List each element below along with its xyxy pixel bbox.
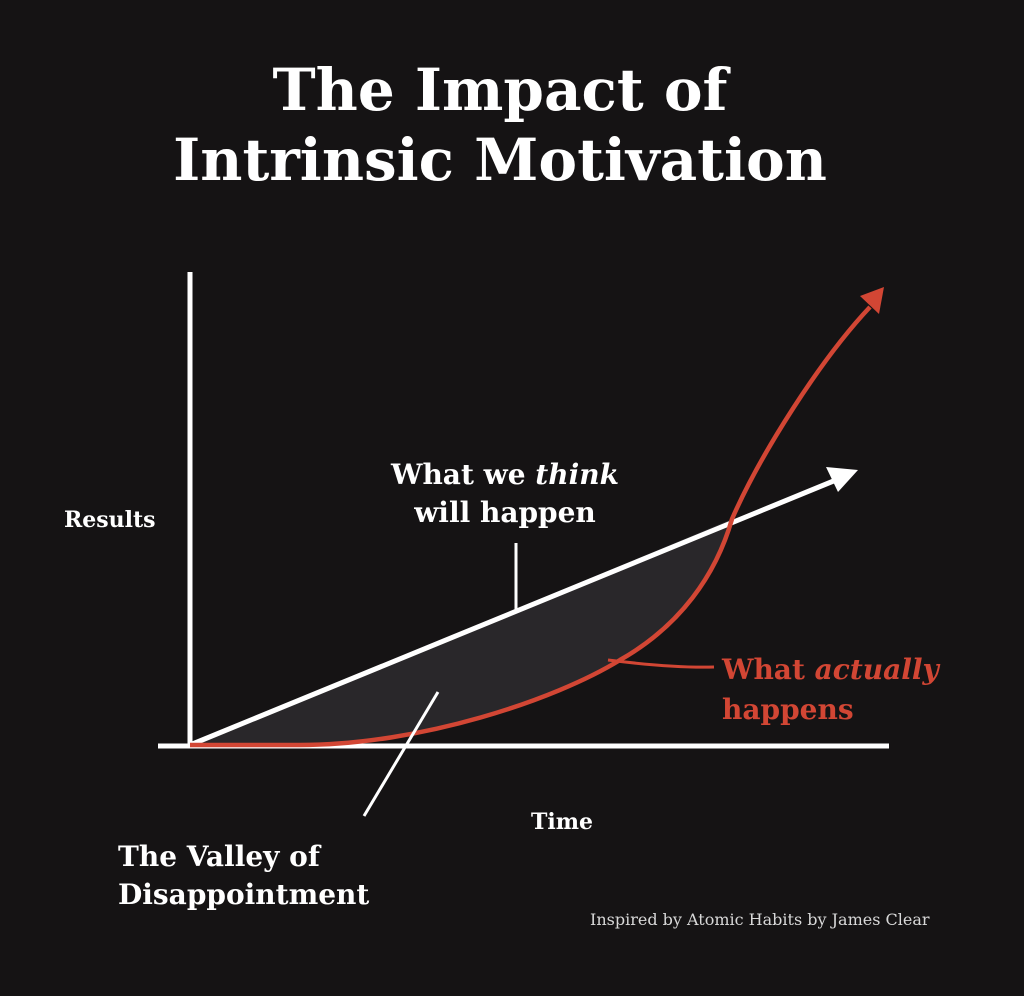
expected-label: What we think will happen (360, 456, 650, 532)
actual-label: What actually happens (722, 650, 939, 730)
actual-label-prefix: What (722, 653, 815, 686)
actual-curve (190, 305, 872, 748)
valley-leader-line (362, 691, 440, 817)
title-line-2: Intrinsic Motivation (173, 126, 827, 194)
credit-text: Inspired by Atomic Habits by James Clear (590, 910, 930, 929)
x-axis-label: Time (531, 809, 594, 835)
actual-label-line-2: happens (722, 693, 854, 726)
actual-leader-line (607, 658, 715, 669)
expected-label-line-1: What we think (360, 456, 650, 494)
actual-arrowhead (860, 287, 884, 314)
expected-label-line-2: will happen (414, 496, 596, 529)
expected-label-prefix: What we (391, 458, 536, 491)
valley-label: The Valley of Disappointment (118, 838, 369, 914)
actual-label-line-1: What actually (722, 650, 939, 690)
y-axis-label: Results (64, 507, 156, 533)
valley-label-line-1: The Valley of (118, 840, 320, 873)
actual-label-emphasis: actually (814, 653, 939, 686)
diagram-title: The Impact of Intrinsic Motivation (0, 55, 1000, 195)
valley-label-line-2: Disappointment (118, 878, 370, 911)
title-line-1: The Impact of (272, 56, 728, 124)
expected-label-emphasis: think (535, 458, 619, 491)
expected-arrowhead (826, 467, 858, 492)
